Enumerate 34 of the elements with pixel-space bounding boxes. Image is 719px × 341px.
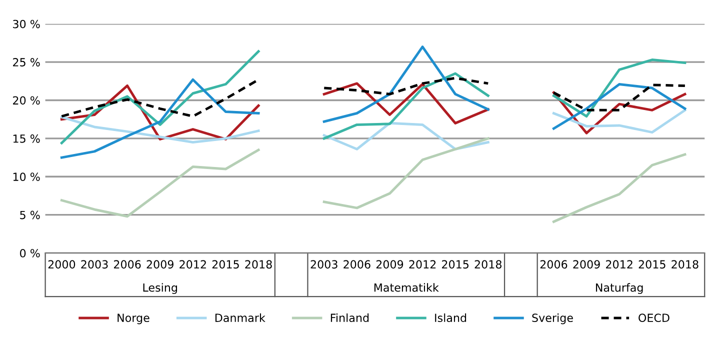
x-tick-label: 2009	[376, 260, 404, 269]
x-tick-label: 2015	[638, 260, 666, 269]
legend-label: Norge	[118, 314, 150, 324]
y-tick-label: 10 %	[13, 172, 40, 182]
x-tick-label: 2006	[344, 260, 370, 269]
legend-label: Finland	[330, 313, 369, 322]
text: Matematikk	[374, 283, 439, 292]
y-tick-label: 25 %	[13, 58, 40, 66]
x-tick-label: 2006	[540, 260, 568, 269]
y-tick-label: 20 %	[13, 96, 40, 105]
legend-label: Island	[435, 313, 466, 322]
y-tick-label: 0 %	[20, 248, 40, 258]
x-tick-label: 2015	[212, 260, 239, 269]
x-tick-label: 2012	[606, 260, 632, 269]
y-tick-label: 15 %	[13, 134, 40, 143]
x-tick-label: 2015	[442, 260, 468, 269]
x-tick-label: 2012	[180, 260, 206, 269]
legend-label: Danmark	[215, 313, 266, 322]
y-tick-label: 30 %	[13, 20, 40, 28]
x-tick-label: 2018	[672, 260, 698, 269]
y-tick-label: 5 %	[20, 210, 40, 220]
x-tick-label: 2006	[114, 260, 141, 269]
x-tick-label: 2003	[81, 260, 108, 269]
x-tick-label: 2000	[48, 260, 76, 269]
text: Lesing	[143, 283, 177, 294]
x-tick-label: 2003	[310, 260, 338, 269]
x-tick-label: 2009	[146, 260, 174, 269]
x-tick-label: 2012	[409, 260, 436, 269]
x-tick-label: 2018	[474, 260, 502, 269]
x-tick-label: 2018	[245, 260, 272, 269]
text: Naturfag	[596, 283, 643, 294]
x-tick-label: 2009	[573, 260, 600, 269]
legend-label: OECD	[638, 314, 670, 322]
legend-label: Sverige	[532, 313, 573, 324]
